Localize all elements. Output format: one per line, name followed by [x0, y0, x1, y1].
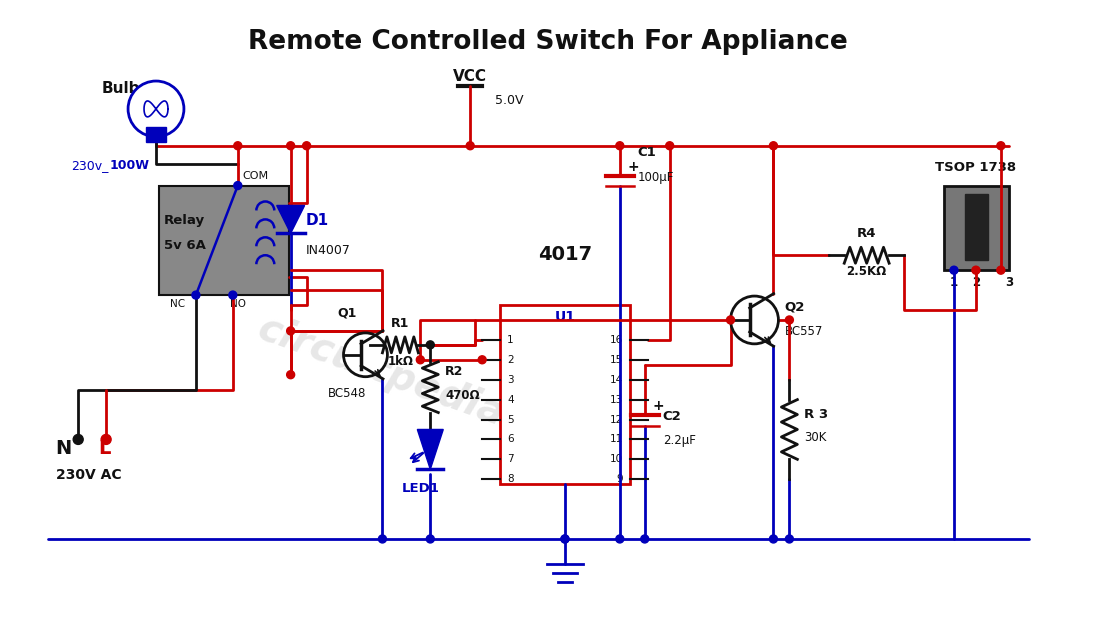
Circle shape	[426, 535, 435, 543]
Text: 100W: 100W	[110, 159, 149, 172]
Circle shape	[287, 142, 295, 150]
Circle shape	[287, 327, 295, 335]
Text: C1: C1	[637, 146, 657, 159]
Text: 3: 3	[507, 374, 514, 384]
Bar	[944, 186, 1008, 270]
Circle shape	[344, 333, 388, 377]
Text: 14: 14	[610, 374, 623, 384]
Text: 2.5KΩ: 2.5KΩ	[846, 265, 886, 278]
Text: 11: 11	[610, 435, 623, 445]
Text: Relay: Relay	[164, 214, 205, 227]
Text: 30K: 30K	[805, 432, 827, 445]
Text: TSOP 1738: TSOP 1738	[935, 161, 1016, 174]
Circle shape	[972, 266, 980, 274]
Text: NC: NC	[171, 299, 185, 309]
Text: 5v 6A: 5v 6A	[164, 239, 206, 252]
Circle shape	[950, 266, 958, 274]
Text: C2: C2	[662, 409, 681, 422]
Circle shape	[996, 142, 1005, 150]
Text: 10: 10	[610, 455, 623, 465]
Bar	[159, 186, 289, 295]
Text: 1: 1	[949, 276, 958, 289]
Polygon shape	[417, 430, 443, 469]
Text: 7: 7	[507, 455, 514, 465]
Text: 2.2μF: 2.2μF	[662, 435, 695, 447]
Circle shape	[479, 356, 486, 364]
Text: U1: U1	[554, 310, 576, 324]
Text: 230V AC: 230V AC	[56, 468, 122, 483]
Text: 9: 9	[616, 474, 623, 484]
Circle shape	[561, 535, 569, 543]
Circle shape	[466, 142, 474, 150]
Circle shape	[192, 291, 200, 299]
Circle shape	[73, 435, 83, 445]
Text: VCC: VCC	[453, 69, 487, 84]
Text: +: +	[653, 399, 665, 412]
Circle shape	[234, 181, 242, 189]
Text: 5: 5	[507, 414, 514, 425]
Text: IN4007: IN4007	[306, 244, 350, 256]
Text: R4: R4	[856, 227, 876, 240]
Text: 1: 1	[507, 335, 514, 345]
Text: L: L	[97, 439, 111, 458]
Text: 2: 2	[507, 355, 514, 365]
Text: R 3: R 3	[805, 407, 829, 420]
Circle shape	[996, 266, 1005, 274]
Text: 4017: 4017	[538, 245, 592, 264]
Text: Q1: Q1	[337, 307, 357, 320]
Circle shape	[727, 316, 735, 324]
Text: COM: COM	[243, 171, 269, 181]
Circle shape	[302, 142, 311, 150]
Circle shape	[770, 535, 777, 543]
Text: Q2: Q2	[784, 300, 805, 313]
Text: 16: 16	[610, 335, 623, 345]
Text: Remote Controlled Switch For Appliance: Remote Controlled Switch For Appliance	[249, 29, 848, 55]
Circle shape	[416, 356, 425, 364]
Text: N: N	[55, 439, 71, 458]
Text: 3: 3	[1005, 276, 1013, 289]
Circle shape	[287, 371, 295, 379]
Text: 12: 12	[610, 414, 623, 425]
Circle shape	[561, 535, 569, 543]
Text: 2: 2	[972, 276, 980, 289]
Bar	[500, 305, 630, 484]
Polygon shape	[277, 206, 304, 233]
Circle shape	[101, 435, 111, 445]
Circle shape	[666, 142, 673, 150]
Circle shape	[615, 142, 624, 150]
Text: 13: 13	[610, 394, 623, 405]
Text: 8: 8	[507, 474, 514, 484]
Text: 6: 6	[507, 435, 514, 445]
Text: D1: D1	[306, 213, 328, 228]
Circle shape	[785, 316, 794, 324]
Text: +: +	[627, 160, 639, 174]
Circle shape	[770, 142, 777, 150]
Bar	[146, 127, 166, 142]
Circle shape	[128, 81, 184, 137]
Circle shape	[379, 535, 387, 543]
Circle shape	[641, 535, 648, 543]
Circle shape	[615, 535, 624, 543]
Text: 5.0V: 5.0V	[495, 94, 523, 107]
Text: R1: R1	[391, 317, 410, 330]
Text: LED1: LED1	[402, 482, 439, 495]
Text: 15: 15	[610, 355, 623, 365]
Circle shape	[229, 291, 237, 299]
Text: BC557: BC557	[784, 325, 822, 338]
Circle shape	[234, 142, 242, 150]
Text: circuitpedia.com: circuitpedia.com	[252, 309, 608, 470]
Text: Bulb: Bulb	[101, 81, 140, 96]
Text: 4: 4	[507, 394, 514, 405]
Circle shape	[730, 296, 779, 344]
Text: R2: R2	[446, 365, 463, 378]
Text: NO: NO	[230, 299, 245, 309]
Text: 230v_: 230v_	[71, 159, 108, 172]
Bar	[965, 194, 988, 260]
Text: 470Ω: 470Ω	[446, 389, 480, 402]
Text: 1kΩ: 1kΩ	[388, 355, 414, 368]
Text: BC548: BC548	[327, 387, 366, 399]
Text: 100μF: 100μF	[637, 171, 675, 184]
Circle shape	[785, 535, 794, 543]
Circle shape	[426, 341, 435, 349]
